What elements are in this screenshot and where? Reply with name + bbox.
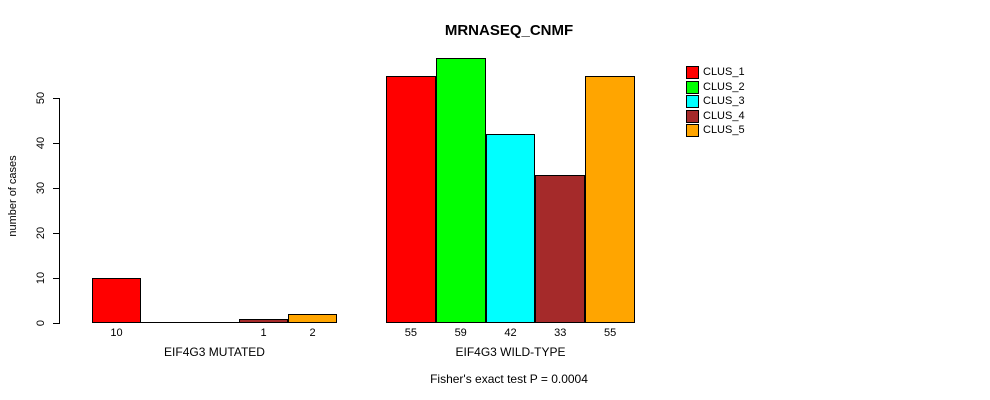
bar-clus_2 (141, 322, 190, 323)
bar-value-label: 55 (404, 327, 418, 339)
bar-value-label: 33 (554, 327, 567, 339)
y-tick (53, 187, 59, 189)
bar-clus_4 (239, 318, 288, 323)
bar-clus_5 (585, 75, 635, 323)
legend-label: CLUS_5 (703, 124, 745, 136)
y-tick-label: 0 (35, 319, 47, 327)
legend-label: CLUS_2 (703, 80, 745, 93)
y-tick (53, 97, 59, 99)
chart-title: MRNASEQ_CNMF (444, 22, 574, 39)
legend-label: CLUS_1 (703, 66, 745, 78)
footer-annotation: Fisher's exact test P = 0.0004 (430, 372, 588, 386)
bar-value-label: 59 (454, 327, 467, 339)
y-tick-label: 50 (35, 91, 47, 105)
bar-clus_1 (386, 75, 436, 323)
legend-label: CLUS_3 (703, 95, 745, 107)
bar-clus_2 (435, 57, 486, 323)
legend-swatch-icon (686, 124, 699, 137)
bar-value-label: 10 (110, 327, 123, 339)
bar-value-label: 1 (260, 327, 267, 339)
group-label: EIF4G3 WILD-TYPE (455, 345, 566, 359)
bar-value-label: 2 (309, 327, 316, 339)
y-tick-label: 30 (35, 181, 47, 195)
bar-clus_4 (535, 174, 586, 323)
bar-clus_1 (92, 278, 141, 323)
y-tick (53, 322, 59, 324)
legend-label: CLUS_4 (703, 109, 745, 122)
bar-value-label: 42 (504, 327, 517, 339)
y-tick-label: 20 (35, 226, 47, 240)
bar-clus_3 (485, 134, 536, 323)
legend-swatch-icon (686, 95, 699, 108)
legend-swatch-icon (686, 66, 699, 79)
y-axis-label: number of cases (7, 155, 19, 237)
y-axis-line (59, 98, 60, 324)
y-tick-label: 40 (35, 136, 47, 150)
bar-value-label: 55 (603, 327, 617, 339)
bar-clus_3 (190, 322, 239, 323)
legend-swatch-icon (686, 80, 699, 94)
bar-clus_5 (288, 314, 337, 323)
y-tick (53, 277, 59, 279)
legend-swatch-icon (686, 109, 699, 123)
y-tick (53, 142, 59, 144)
group-label: EIF4G3 MUTATED (164, 345, 265, 359)
y-tick (53, 232, 59, 234)
y-tick-label: 10 (35, 271, 47, 285)
